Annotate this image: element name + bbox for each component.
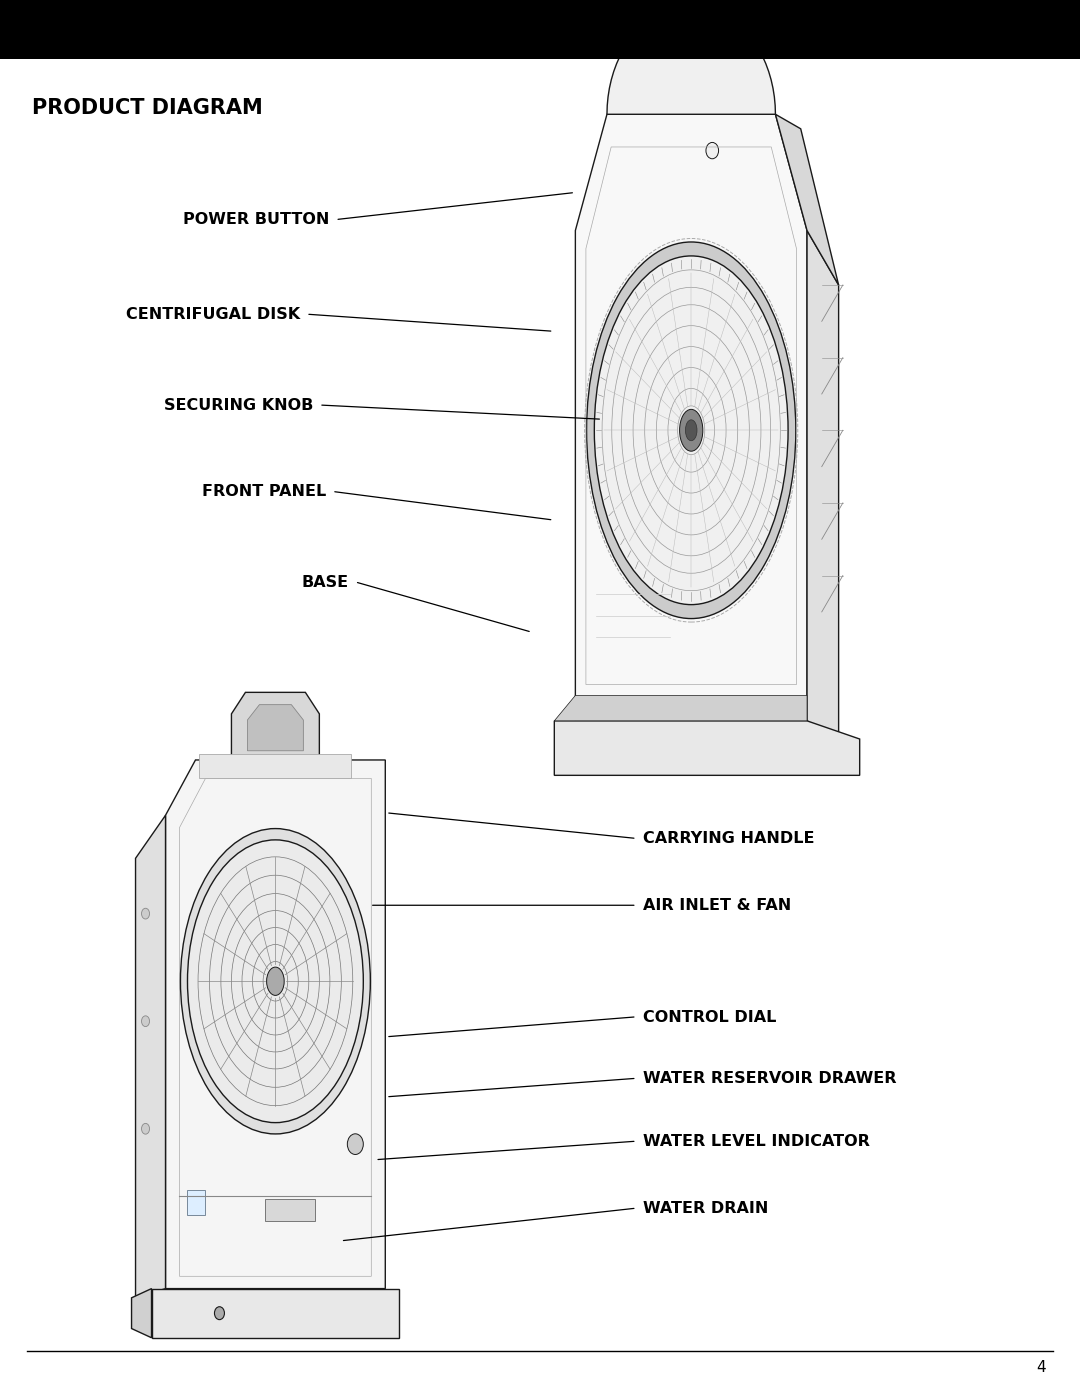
Circle shape [348,1134,363,1154]
Text: PRODUCT DIAGRAM: PRODUCT DIAGRAM [32,98,264,117]
Polygon shape [607,6,775,115]
Text: WATER RESERVOIR DRAWER: WATER RESERVOIR DRAWER [643,1071,896,1085]
Polygon shape [188,1190,205,1215]
Text: CONTROL DIAL: CONTROL DIAL [643,1010,775,1024]
Polygon shape [576,115,807,721]
Polygon shape [151,1288,400,1338]
Polygon shape [554,696,807,721]
Ellipse shape [594,256,788,605]
Polygon shape [132,1288,151,1338]
Ellipse shape [267,967,284,996]
Circle shape [215,1306,225,1320]
Polygon shape [247,704,303,750]
Ellipse shape [141,1016,149,1027]
Ellipse shape [180,828,370,1134]
Text: CARRYING HANDLE: CARRYING HANDLE [643,831,814,845]
Bar [0,0,1080,59]
Polygon shape [165,760,386,1288]
Ellipse shape [188,840,363,1123]
Polygon shape [266,1200,315,1221]
Polygon shape [136,816,165,1298]
Circle shape [706,142,718,159]
Ellipse shape [141,908,149,919]
Text: WATER DRAIN: WATER DRAIN [643,1201,768,1215]
Ellipse shape [686,420,697,440]
Polygon shape [231,693,320,760]
Polygon shape [554,721,860,775]
Ellipse shape [586,242,796,619]
Polygon shape [775,115,839,285]
Text: 4: 4 [1036,1359,1045,1375]
Text: POWER BUTTON: POWER BUTTON [183,212,329,226]
Text: BASE: BASE [301,576,349,590]
Text: CENTRIFUGAL DISK: CENTRIFUGAL DISK [126,307,300,321]
Text: WATER LEVEL INDICATOR: WATER LEVEL INDICATOR [643,1134,869,1148]
Text: FRONT PANEL: FRONT PANEL [202,485,326,499]
Text: AIR INLET & FAN: AIR INLET & FAN [643,898,791,912]
Ellipse shape [141,1123,149,1134]
Polygon shape [807,231,839,739]
Text: SECURING KNOB: SECURING KNOB [164,398,313,412]
Polygon shape [200,754,351,778]
Ellipse shape [679,409,703,451]
